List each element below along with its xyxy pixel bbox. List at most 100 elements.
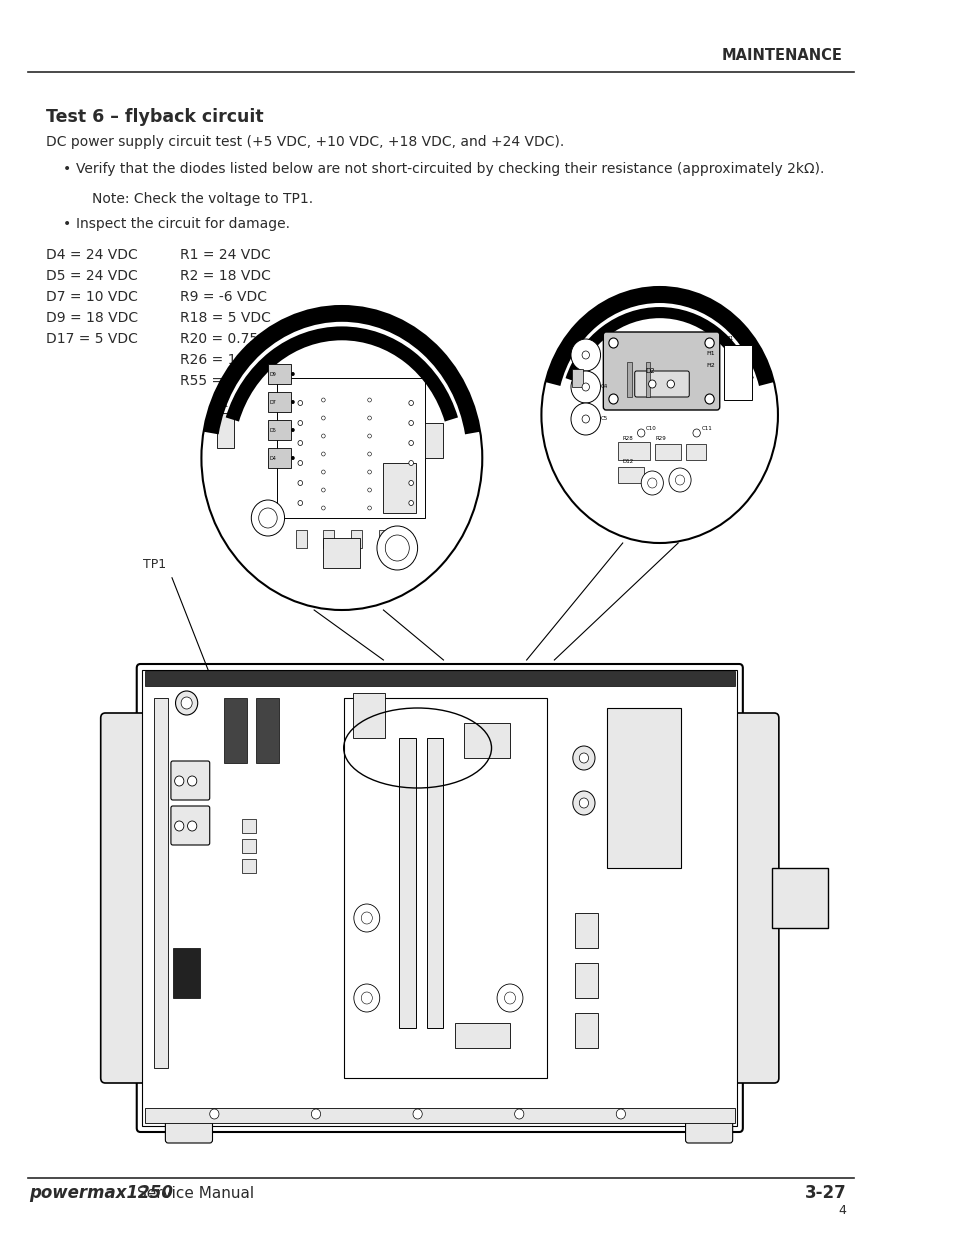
Bar [242,819,255,832]
FancyBboxPatch shape [136,664,742,1132]
Text: R55 = 18 VDC: R55 = 18 VDC [180,374,279,388]
Text: D5: D5 [270,427,276,432]
Text: DC power supply circuit test (+5 VDC, +10 VDC, +18 VDC, and +24 VDC).: DC power supply circuit test (+5 VDC, +1… [46,135,564,149]
Circle shape [571,370,600,403]
Text: R1: R1 [725,336,733,341]
Bar [383,463,416,513]
Text: D9 = 18 VDC: D9 = 18 VDC [46,311,138,325]
Bar [398,739,416,1028]
Bar [242,860,255,873]
Text: R29: R29 [655,436,665,441]
Circle shape [361,911,372,924]
Circle shape [297,461,302,466]
Circle shape [578,753,588,763]
Text: R2 = 18 VDC: R2 = 18 VDC [180,269,271,283]
Circle shape [581,351,589,359]
Circle shape [514,1109,523,1119]
Bar [255,698,278,763]
Circle shape [188,776,196,785]
Text: D12: D12 [622,459,634,464]
Circle shape [291,429,294,432]
Bar [142,671,737,1126]
Bar [145,671,734,685]
Text: D7 = 10 VDC: D7 = 10 VDC [46,290,138,304]
Text: R28: R28 [622,436,633,441]
Bar [574,1013,598,1049]
Text: Ḧ1: Ḧ1 [705,351,714,356]
Text: Ḧ2: Ḧ2 [705,363,714,368]
Circle shape [675,475,684,485]
Circle shape [291,400,294,404]
Circle shape [572,790,595,815]
Circle shape [668,468,690,492]
Circle shape [201,306,482,610]
Circle shape [616,1109,625,1119]
Text: Note: Check the voltage to TP1.: Note: Check the voltage to TP1. [92,191,314,206]
Bar [454,1023,510,1049]
Circle shape [578,798,588,808]
Circle shape [297,480,302,485]
Circle shape [188,821,196,831]
Bar [618,467,643,483]
Circle shape [608,394,618,404]
Text: 3-27: 3-27 [803,1184,845,1202]
Bar [424,424,443,458]
Circle shape [704,394,714,404]
FancyBboxPatch shape [685,1121,732,1144]
Bar [223,698,247,763]
Text: TP1: TP1 [143,558,166,572]
Circle shape [181,697,192,709]
Bar [295,530,307,548]
Circle shape [175,692,197,715]
Text: 4: 4 [838,1204,845,1218]
Text: R9 = -6 VDC: R9 = -6 VDC [180,290,267,304]
FancyBboxPatch shape [171,806,210,845]
Circle shape [174,776,184,785]
Bar [351,530,362,548]
Bar [353,693,385,739]
Text: D5 = 24 VDC: D5 = 24 VDC [46,269,138,283]
Text: Inspect the circuit for damage.: Inspect the circuit for damage. [75,217,290,231]
Text: C11: C11 [700,426,711,431]
Circle shape [376,526,417,571]
Circle shape [648,380,656,388]
Circle shape [210,1109,219,1119]
Circle shape [692,429,700,437]
FancyBboxPatch shape [634,370,688,396]
Text: D4: D4 [270,456,276,461]
Text: D4 = 24 VDC: D4 = 24 VDC [46,248,138,262]
Text: R20 = 0.75Ω: R20 = 0.75Ω [180,332,269,346]
Text: D9: D9 [270,372,276,377]
Circle shape [409,441,413,446]
Text: C5: C5 [600,416,607,421]
Text: R18 = 5 VDC: R18 = 5 VDC [180,311,271,325]
Text: MAINTENANCE: MAINTENANCE [721,47,841,63]
Bar [268,448,291,468]
Bar [426,739,443,1028]
Text: Verify that the diodes listed below are not short-circuited by checking their re: Verify that the diodes listed below are … [75,162,823,177]
Circle shape [504,992,515,1004]
Circle shape [251,500,284,536]
Bar [627,362,631,396]
Circle shape [409,480,413,485]
Circle shape [704,338,714,348]
Circle shape [409,500,413,505]
Bar [463,722,510,758]
Circle shape [291,456,294,459]
FancyBboxPatch shape [165,1121,213,1144]
Circle shape [361,992,372,1004]
Circle shape [497,984,522,1011]
Circle shape [409,400,413,405]
Text: D2: D2 [645,368,655,374]
Circle shape [413,1109,422,1119]
Text: C4: C4 [600,384,607,389]
Circle shape [297,441,302,446]
Text: powermax1250: powermax1250 [30,1184,173,1202]
Circle shape [297,420,302,426]
Bar [217,412,233,448]
Circle shape [666,380,674,388]
Bar [172,948,200,998]
Bar [606,708,680,868]
Circle shape [258,508,277,529]
Circle shape [201,306,482,610]
